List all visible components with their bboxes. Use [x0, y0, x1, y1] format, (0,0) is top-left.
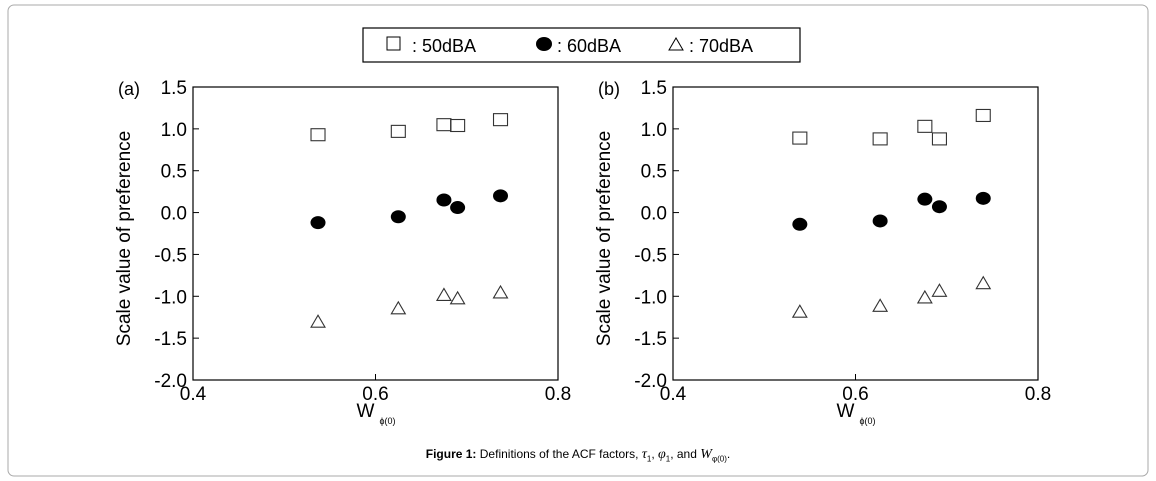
data-point-50dba	[436, 118, 452, 132]
caption-sub: 1	[646, 454, 652, 464]
legend-label-50dba: : 50dBA	[412, 36, 476, 56]
data-point-60dba	[450, 201, 466, 215]
caption-sep: ,	[651, 447, 655, 461]
x-axis-label-sub: ϕ(0)	[379, 416, 395, 426]
data-point-60dba	[436, 193, 452, 207]
y-tick-label: -2.0	[154, 371, 187, 392]
legend-label-70dba: : 70dBA	[689, 36, 753, 56]
data-point-60dba	[917, 192, 933, 206]
x-axis-label: W	[837, 401, 855, 422]
data-point-60dba	[872, 214, 888, 228]
y-tick-label: 0.0	[161, 204, 187, 225]
data-point-60dba	[310, 216, 326, 230]
data-point-70dba	[916, 289, 933, 304]
y-tick-label: 0.5	[641, 162, 667, 183]
data-point-50dba	[390, 124, 406, 138]
data-point-70dba	[390, 300, 407, 315]
data-point-50dba	[492, 113, 509, 127]
data-point-50dba	[450, 118, 466, 133]
panel-label: (a)	[118, 79, 140, 99]
data-point-70dba	[310, 314, 326, 328]
caption-sub: 1	[665, 454, 671, 464]
figure-frame	[7, 4, 1149, 477]
x-tick-label: 0.8	[1025, 384, 1051, 405]
panel-b: (b) 1.5 1.0 0.5 0.0 -0.5 -1.0 -1.5 -2.00.4 0.6 0.8…	[594, 78, 1051, 426]
data-point-60dba	[493, 189, 509, 203]
data-point-70dba	[449, 290, 466, 305]
data-point-70dba	[791, 304, 808, 318]
y-tick-label: -1.0	[634, 287, 667, 308]
y-tick-label: -1.5	[154, 329, 187, 350]
x-axis-label-sub: ϕ(0)	[859, 416, 875, 426]
data-point-60dba	[931, 200, 947, 214]
y-tick-label: -1.5	[634, 329, 667, 350]
x-tick-label: 0.4	[660, 384, 687, 405]
legend-box	[362, 27, 801, 63]
y-tick-label: 1.5	[161, 78, 187, 99]
x-axis-label: W	[357, 401, 375, 422]
data-point-50dba	[917, 119, 933, 133]
caption-w: W	[700, 447, 712, 462]
data-point-50dba	[872, 132, 888, 146]
data-point-70dba	[931, 283, 948, 297]
open-square-icon	[386, 36, 401, 51]
data-point-50dba	[931, 132, 948, 146]
y-tick-label: -0.5	[634, 245, 667, 266]
data-point-60dba	[792, 217, 808, 231]
y-tick-label: -0.5	[154, 245, 187, 266]
caption-sub: φ(0)	[711, 454, 727, 464]
y-tick-label: -1.0	[154, 287, 187, 308]
x-tick-label: 0.6	[362, 384, 388, 405]
x-tick-label: 0.8	[545, 384, 571, 405]
x-tick-label: 0.4	[180, 384, 207, 405]
data-point-50dba	[310, 128, 326, 142]
caption-text: Definitions of the ACF factors,	[479, 447, 639, 461]
legend: : 50dBA : 60dBA : 70dBA	[362, 27, 801, 63]
y-tick-label: 0.5	[161, 162, 187, 183]
y-tick-label: 1.0	[161, 120, 187, 141]
y-tick-label: -2.0	[634, 371, 667, 392]
plot-frame	[192, 86, 559, 381]
y-tick-label: 1.0	[641, 120, 667, 141]
x-tick-label: 0.6	[842, 384, 868, 405]
data-point-60dba	[975, 191, 991, 205]
data-point-70dba	[872, 298, 889, 312]
data-point-70dba	[435, 287, 452, 301]
data-point-60dba	[390, 210, 406, 224]
legend-label-60dba: : 60dBA	[557, 36, 621, 56]
caption-tau: τ	[641, 447, 647, 462]
panel-label: (b)	[598, 79, 620, 99]
y-tick-label: 0.0	[641, 204, 667, 225]
data-point-70dba	[492, 284, 509, 299]
data-point-70dba	[975, 275, 992, 290]
caption-sep: , and	[670, 447, 697, 461]
y-axis-label: Scale value of preference	[114, 131, 135, 346]
panel-a: (a) 1.5 1.0 0.5 0.0 -0.5 -1.0 -1.5 -2.00.4 0.6 0.8…	[114, 78, 571, 426]
caption-end: .	[726, 447, 731, 461]
plot-frame	[672, 86, 1039, 381]
y-tick-label: 1.5	[641, 78, 667, 99]
data-point-50dba	[792, 131, 808, 145]
caption-label: Figure 1:	[425, 447, 477, 461]
caption-phi: φ	[658, 447, 666, 462]
filled-circle-icon	[536, 37, 552, 51]
open-triangle-icon	[668, 37, 684, 51]
data-point-50dba	[975, 108, 991, 123]
figure-caption: Figure 1: Definitions of the ACF factors…	[0, 447, 1156, 463]
y-axis-label: Scale value of preference	[594, 131, 615, 346]
